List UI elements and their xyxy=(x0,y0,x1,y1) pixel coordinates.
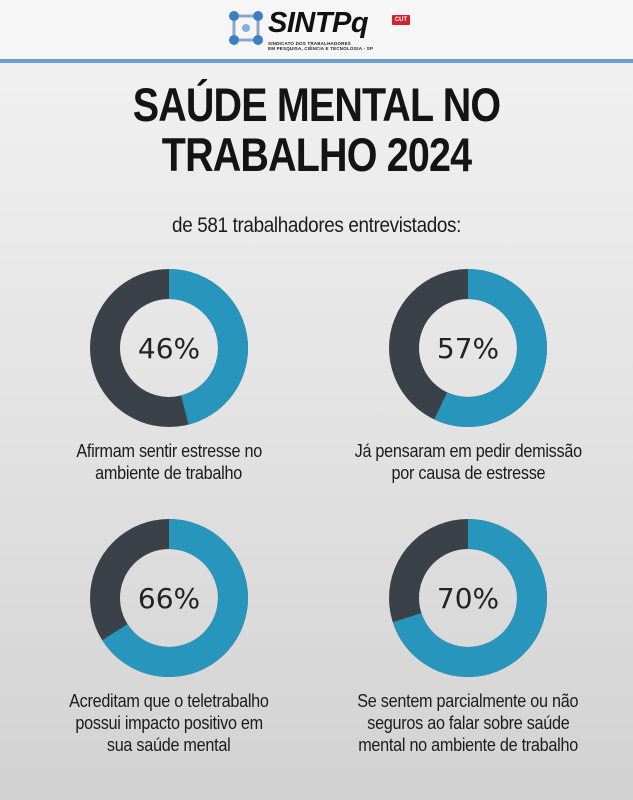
donut-value-arc xyxy=(389,269,547,427)
stat-label-line-1: Afirmam sentir estresse no xyxy=(76,441,262,461)
logo-name: SINTPq xyxy=(268,7,369,39)
logo-subtitle-line-2: EM PESQUISA, CIÊNCIA E TECNOLOGIA - SP xyxy=(268,46,374,51)
donut-chart: 70% xyxy=(389,519,547,677)
subtitle: de 581 trabalhadores entrevistados: xyxy=(0,214,633,238)
stat-label-line-2: ambiente de trabalho xyxy=(95,463,243,483)
stat-card: 57% Já pensaram em pedir demissão por ca… xyxy=(323,268,613,518)
stat-label: Já pensaram em pedir demissão por causa … xyxy=(323,440,613,484)
donut-value-arc xyxy=(389,519,547,677)
title-line-2: TRABALHO 2024 xyxy=(161,128,472,181)
donut-value-label: 57% xyxy=(437,332,499,365)
donut-value-arc xyxy=(90,519,248,677)
stat-label-line-2: por causa de estresse xyxy=(391,463,545,483)
donut-chart: 66% xyxy=(90,519,248,677)
stat-label-line-1: Se sentem parcialmente ou não xyxy=(357,691,579,711)
stat-card: 46% Afirmam sentir estresse no ambiente … xyxy=(24,268,314,518)
donut-chart: 46% xyxy=(90,269,248,427)
stat-label-line-1: Acreditam que o teletrabalho xyxy=(69,691,269,711)
stat-label: Afirmam sentir estresse no ambiente de t… xyxy=(24,440,314,484)
donut-value-label: 46% xyxy=(138,332,200,365)
stat-label-line-1: Já pensaram em pedir demissão xyxy=(354,441,582,461)
page-title: SAÚDE MENTAL NO TRABALHO 2024 xyxy=(0,80,633,180)
stat-card: 70% Se sentem parcialmente ou não seguro… xyxy=(323,518,613,768)
stat-label-line-2: possui impacto positivo em xyxy=(75,713,263,733)
logo-subtitle: SINDICATO DOS TRABALHADORES EM PESQUISA,… xyxy=(268,41,373,51)
network-logo-icon xyxy=(229,11,263,45)
stat-card: 66% Acreditam que o teletrabalho possui … xyxy=(24,518,314,768)
sintpq-logo: SINTPq CUT SINDICATO DOS TRABALHADORES E… xyxy=(228,6,418,56)
donut-value-label: 66% xyxy=(138,582,200,615)
header: SINTPq CUT SINDICATO DOS TRABALHADORES E… xyxy=(0,0,633,60)
stat-label-line-3: sua saúde mental xyxy=(107,735,231,755)
cut-badge: CUT xyxy=(392,15,410,25)
subtitle-text: de 581 trabalhadores entrevistados: xyxy=(172,214,461,237)
title-line-1: SAÚDE MENTAL NO xyxy=(132,78,501,131)
header-divider xyxy=(0,59,633,63)
donut-value-label: 70% xyxy=(437,582,499,615)
logo-subtitle-line-1: SINDICATO DOS TRABALHADORES xyxy=(268,41,351,46)
stat-label: Acreditam que o teletrabalho possui impa… xyxy=(24,690,314,756)
stat-label: Se sentem parcialmente ou não seguros ao… xyxy=(323,690,613,756)
donut-value-arc xyxy=(90,269,248,427)
stat-label-line-2: seguros ao falar sobre saúde xyxy=(366,713,570,733)
stat-label-line-3: mental no ambiente de trabalho xyxy=(358,735,578,755)
donut-chart: 57% xyxy=(389,269,547,427)
